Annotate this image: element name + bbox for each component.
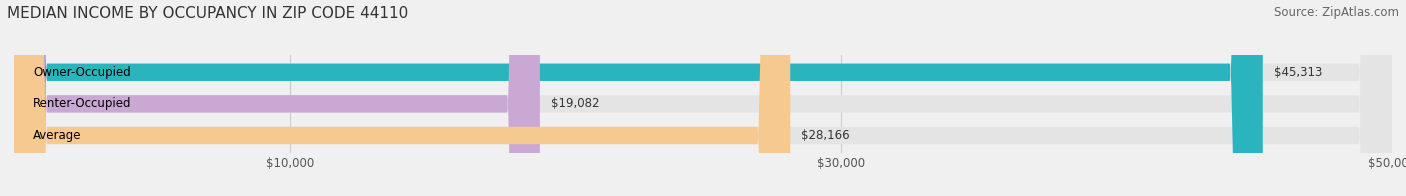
FancyBboxPatch shape: [14, 0, 1392, 196]
Text: $19,082: $19,082: [551, 97, 599, 110]
Text: $28,166: $28,166: [801, 129, 849, 142]
FancyBboxPatch shape: [14, 0, 1263, 196]
Text: $45,313: $45,313: [1274, 66, 1322, 79]
Text: Average: Average: [34, 129, 82, 142]
FancyBboxPatch shape: [14, 0, 1392, 196]
Text: MEDIAN INCOME BY OCCUPANCY IN ZIP CODE 44110: MEDIAN INCOME BY OCCUPANCY IN ZIP CODE 4…: [7, 6, 408, 21]
Text: Owner-Occupied: Owner-Occupied: [34, 66, 131, 79]
FancyBboxPatch shape: [14, 0, 790, 196]
Text: Source: ZipAtlas.com: Source: ZipAtlas.com: [1274, 6, 1399, 19]
FancyBboxPatch shape: [14, 0, 1392, 196]
Text: Renter-Occupied: Renter-Occupied: [34, 97, 132, 110]
FancyBboxPatch shape: [14, 0, 540, 196]
